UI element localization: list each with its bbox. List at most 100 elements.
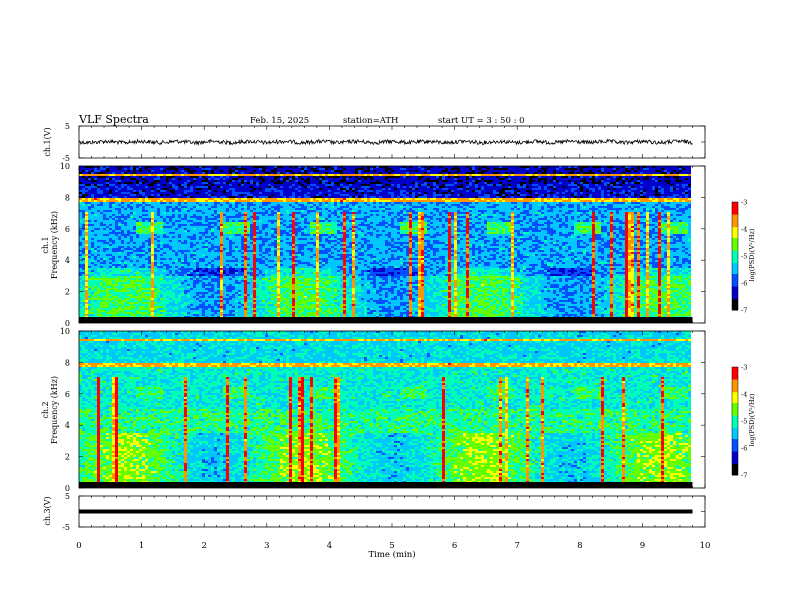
- spectrogram-cell: [187, 258, 190, 260]
- spectrogram-cell: [241, 292, 244, 294]
- spectrogram-cell: [262, 246, 265, 248]
- spectrogram-cell: [229, 310, 232, 312]
- spectrogram-cell: [130, 176, 133, 178]
- spectrogram-cell: [253, 216, 256, 218]
- spectrogram-cell: [199, 252, 202, 254]
- spectrogram-cell: [79, 274, 82, 276]
- spectrogram-cell: [163, 276, 166, 278]
- spectrogram-cell: [244, 264, 247, 266]
- spectrogram-cell: [169, 288, 172, 290]
- spectrogram-cell: [193, 196, 196, 198]
- spectrogram-cell: [250, 284, 253, 286]
- spectrogram-cell: [262, 308, 265, 310]
- spectrogram-cell: [211, 270, 214, 272]
- spectrogram-cell: [253, 280, 256, 282]
- spectrogram-cell: [142, 214, 145, 216]
- spectrogram-cell: [127, 274, 130, 276]
- spectrogram-cell: [169, 302, 172, 304]
- spectrogram-cell: [145, 212, 148, 214]
- spectrogram-cell: [130, 256, 133, 258]
- spectrogram-cell: [112, 274, 115, 276]
- spectrogram-cell: [163, 168, 166, 170]
- spectrogram-cell: [184, 226, 187, 228]
- spectrogram-cell: [130, 226, 133, 228]
- spectrogram-cell: [250, 224, 253, 226]
- spectrogram-cell: [166, 278, 169, 280]
- spectrogram-cell: [229, 208, 232, 210]
- spectrogram-cell: [100, 198, 103, 200]
- spectrogram-cell: [136, 176, 139, 178]
- spectrogram-cell: [121, 290, 124, 292]
- spectrogram-cell: [148, 256, 151, 258]
- spectrogram-cell: [190, 236, 193, 238]
- spectrogram-cell: [97, 186, 100, 188]
- spectrogram-cell: [205, 244, 208, 246]
- spectrogram-cell: [178, 246, 181, 248]
- spectrogram-cell: [235, 224, 238, 226]
- spectrogram-cell: [223, 294, 226, 296]
- spectrogram-cell: [166, 246, 169, 248]
- spectrogram-cell: [256, 214, 259, 216]
- spectrogram-cell: [127, 168, 130, 170]
- spectrogram-cell: [262, 290, 265, 292]
- spectrogram-cell: [211, 180, 214, 182]
- spectrogram-cell: [88, 198, 91, 200]
- spectrogram-cell: [190, 298, 193, 300]
- spectrogram-cell: [196, 224, 199, 226]
- spectrogram-cell: [193, 218, 196, 220]
- spectrogram-cell: [154, 256, 157, 258]
- spectrogram-cell: [247, 192, 250, 194]
- spectrogram-cell: [118, 230, 121, 232]
- spectrogram-cell: [142, 306, 145, 308]
- spectrogram-cell: [235, 294, 238, 296]
- spectrogram-cell: [259, 172, 262, 174]
- spectrogram-cell: [97, 300, 100, 302]
- spectrogram-cell: [79, 192, 82, 194]
- spectrogram-cell: [193, 216, 196, 218]
- spectrogram-cell: [181, 278, 184, 280]
- spectrogram-cell: [211, 168, 214, 170]
- spectrogram-cell: [193, 208, 196, 210]
- spectrogram-cell: [187, 272, 190, 274]
- spectrogram-cell: [100, 252, 103, 254]
- spectrogram-cell: [205, 210, 208, 212]
- spectrogram-cell: [136, 256, 139, 258]
- spectrogram-cell: [250, 254, 253, 256]
- spectrogram-cell: [232, 258, 235, 260]
- spectrogram-cell: [202, 270, 205, 272]
- spectrogram-cell: [139, 228, 142, 230]
- spectrogram-cell: [106, 300, 109, 302]
- spectrogram-cell: [94, 178, 97, 180]
- spectrogram-cell: [127, 186, 130, 188]
- spectrogram-cell: [190, 270, 193, 272]
- spectrogram-cell: [226, 194, 229, 196]
- spectrogram-cell: [109, 216, 112, 218]
- spectrogram-cell: [223, 238, 226, 240]
- spectrogram-cell: [193, 246, 196, 248]
- spectrogram-cell: [190, 170, 193, 172]
- spectrogram-cell: [97, 216, 100, 218]
- spectrogram-cell: [211, 266, 214, 268]
- spectrogram-cell: [250, 228, 253, 230]
- spectrogram-cell: [187, 190, 190, 192]
- spectrogram-cell: [196, 314, 199, 316]
- spectrogram-cell: [79, 176, 82, 178]
- spectrogram-cell: [175, 208, 178, 210]
- spectrogram-cell: [118, 276, 121, 278]
- spectrogram-cell: [163, 184, 166, 186]
- spectrogram-cell: [166, 214, 169, 216]
- spectrogram-cell: [202, 310, 205, 312]
- spectrogram-cell: [109, 268, 112, 270]
- spectrogram-cell: [154, 180, 157, 182]
- spectrogram-cell: [157, 272, 160, 274]
- spectrogram-cell: [211, 240, 214, 242]
- spectrogram-cell: [229, 308, 232, 310]
- spectrogram-cell: [175, 218, 178, 220]
- spectrogram-cell: [112, 308, 115, 310]
- spectrogram-cell: [244, 188, 247, 190]
- spectrogram-cell: [136, 302, 139, 304]
- spectrogram-cell: [97, 196, 100, 198]
- spectrogram-cell: [160, 284, 163, 286]
- spectrogram-cell: [91, 262, 94, 264]
- spectrogram-cell: [235, 210, 238, 212]
